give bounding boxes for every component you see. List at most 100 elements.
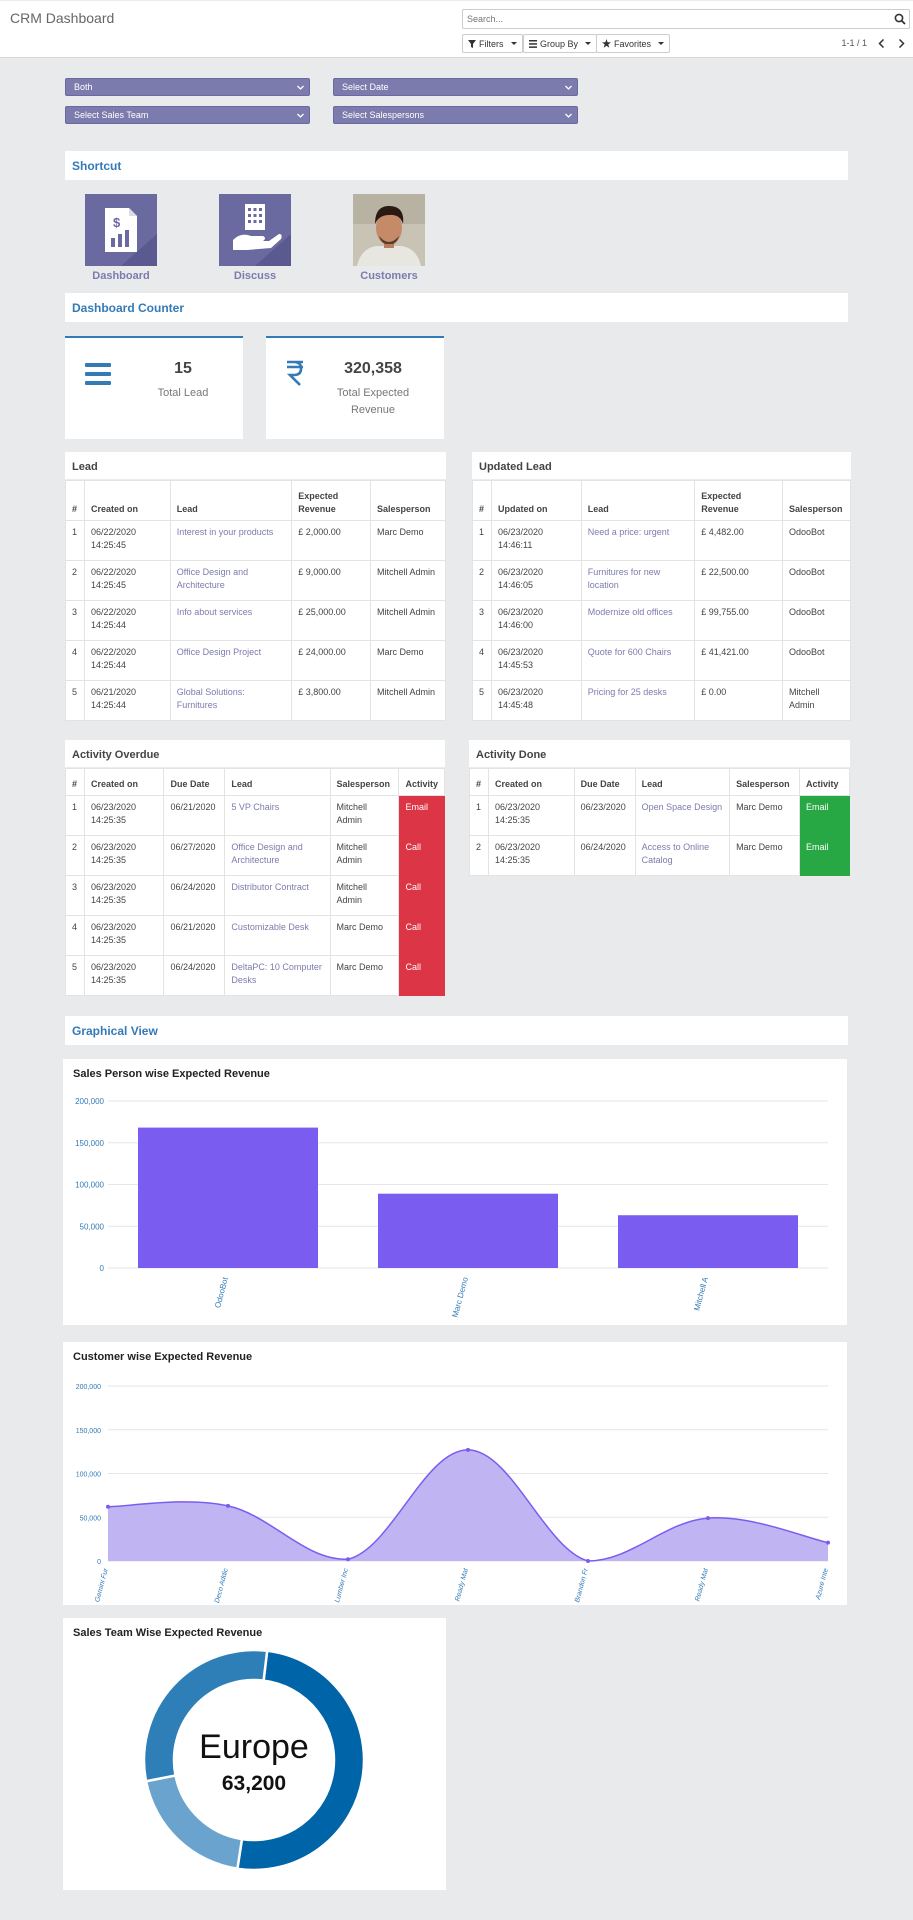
search-icon[interactable] — [894, 13, 906, 25]
salesperson-cell: Marc Demo — [370, 520, 446, 561]
revenue-label-1: Total Expected — [336, 387, 410, 399]
groupby-button[interactable]: Group By — [523, 34, 598, 53]
revenue-cell: £ 0.00 — [694, 680, 783, 721]
due-date-cell: 06/24/2020 — [163, 955, 226, 996]
revenue-cell: £ 25,000.00 — [291, 600, 372, 641]
lead-link[interactable]: Pricing for 25 desks — [580, 680, 696, 721]
search-box[interactable] — [462, 9, 910, 29]
time-text: 14:25:44 — [90, 700, 127, 710]
y-tick-label: 150,000 — [76, 1428, 101, 1435]
lead-link[interactable]: Customizable Desk — [224, 915, 331, 956]
type-select-value: Both — [74, 82, 93, 92]
table-row[interactable]: 3 06/23/2020 14:25:35 06/24/2020 Distribu… — [65, 875, 445, 916]
date-text: 06/23/2020 — [90, 802, 137, 812]
lead-link[interactable]: Office Design and Architecture — [224, 835, 331, 876]
pager-next-button[interactable] — [894, 35, 908, 51]
lead-link[interactable]: 5 VP Chairs — [224, 795, 331, 836]
shortcut-discuss[interactable]: Discuss — [219, 194, 291, 282]
salesperson-cell: Mitchell Admin — [370, 600, 446, 641]
bar — [378, 1193, 558, 1268]
salesperson-select[interactable]: Select Salespersons — [333, 106, 578, 124]
time-text: 14:25:35 — [494, 815, 531, 825]
table-row[interactable]: 1 06/22/2020 14:25:45 Interest in your pr… — [65, 520, 446, 561]
activity-badge: Email — [799, 835, 850, 876]
search-input[interactable] — [463, 10, 883, 28]
table-row[interactable]: 5 06/21/2020 14:25:44 Global Solutions: F… — [65, 680, 446, 721]
pager-previous-button[interactable] — [874, 35, 888, 51]
table-row[interactable]: 2 06/22/2020 14:25:45 Office Design and A… — [65, 560, 446, 601]
date-select[interactable]: Select Date — [333, 78, 578, 96]
chevron-down-icon — [565, 113, 572, 118]
lead-link[interactable]: Office Design and Architecture — [169, 560, 293, 601]
caret-down-icon — [585, 42, 592, 45]
lead-link[interactable]: Interest in your products — [169, 520, 293, 561]
time-text: 14:25:44 — [90, 660, 127, 670]
table-row[interactable]: 1 06/23/2020 14:25:35 06/23/2020 Open Spa… — [469, 795, 850, 836]
table-row[interactable]: 5 06/23/2020 14:45:48 Pricing for 25 desk… — [472, 680, 852, 721]
rupee-icon — [286, 360, 303, 386]
col-header: Lead — [580, 480, 696, 521]
lead-link[interactable]: Access to Online Catalog — [634, 835, 731, 876]
pager-value[interactable]: 1-1 / 1 — [841, 38, 867, 48]
shortcut-discuss-label: Discuss — [233, 270, 277, 282]
row-index: 2 — [472, 560, 492, 601]
shortcut-customers-label: Customers — [360, 270, 418, 282]
salesperson-revenue-chart: Sales Person wise Expected Revenue 200,0… — [63, 1059, 847, 1325]
table-row[interactable]: 5 06/23/2020 14:25:35 06/24/2020 DeltaPC:… — [65, 955, 445, 996]
lead-link[interactable]: Distributor Contract — [224, 875, 331, 916]
lead-link[interactable]: Global Solutions: Furnitures — [169, 680, 293, 721]
table-row[interactable]: 4 06/23/2020 14:45:53 Quote for 600 Chair… — [472, 640, 852, 681]
lead-link[interactable]: Modernize old offices — [580, 600, 696, 641]
type-select[interactable]: Both — [65, 78, 310, 96]
x-tick-label: Brandon Fr — [574, 1567, 590, 1603]
created-on-cell: 06/23/2020 14:25:35 — [83, 795, 165, 836]
table-row[interactable]: 1 06/23/2020 14:25:35 06/21/2020 5 VP Cha… — [65, 795, 445, 836]
salesperson-cell: Mitchell Admin — [329, 875, 400, 916]
lead-link[interactable]: Info about services — [169, 600, 293, 641]
lead-link[interactable]: Office Design Project — [169, 640, 293, 681]
table-row[interactable]: 3 06/22/2020 14:25:44 Info about services… — [65, 600, 446, 641]
revenue-cell: £ 3,800.00 — [291, 680, 372, 721]
table-row[interactable]: 2 06/23/2020 14:25:35 06/27/2020 Office D… — [65, 835, 445, 876]
x-tick-label: Deco Addic — [214, 1567, 230, 1604]
lead-link[interactable]: Quote for 600 Chairs — [580, 640, 696, 681]
star-icon — [602, 39, 611, 48]
lead-link[interactable]: Open Space Design — [634, 795, 731, 836]
x-tick-label: Gemini Fur — [94, 1567, 110, 1603]
lead-link[interactable]: Furnitures for new location — [580, 560, 696, 601]
table-row[interactable]: 2 06/23/2020 14:25:35 06/24/2020 Access t… — [469, 835, 850, 876]
donut-slice — [235, 1649, 366, 1872]
favorites-button[interactable]: Favorites — [596, 34, 671, 53]
y-tick-label: 100,000 — [75, 1181, 104, 1190]
row-index: 2 — [469, 835, 489, 876]
chevron-down-icon — [565, 85, 572, 90]
date-text: 06/23/2020 — [90, 882, 137, 892]
col-header: # — [469, 768, 489, 796]
col-header: Due Date — [573, 768, 636, 796]
lead-panel: Lead # Created on Lead Expected Revenue … — [65, 452, 446, 721]
shortcut-customers[interactable]: Customers — [353, 194, 425, 282]
sales-team-select[interactable]: Select Sales Team — [65, 106, 310, 124]
revenue-cell: £ 2,000.00 — [291, 520, 372, 561]
lead-link[interactable]: Need a price: urgent — [580, 520, 696, 561]
y-tick-label: 0 — [100, 1264, 105, 1273]
total-lead-counter[interactable]: 15 Total Lead — [65, 336, 243, 439]
table-row[interactable]: 4 06/22/2020 14:25:44 Office Design Proje… — [65, 640, 446, 681]
salesperson-cell: Marc Demo — [329, 955, 400, 996]
table-row[interactable]: 3 06/23/2020 14:46:00 Modernize old offic… — [472, 600, 852, 641]
bars-icon — [85, 363, 111, 385]
revenue-counter[interactable]: 320,358 Total Expected Revenue — [266, 336, 444, 439]
date-select-value: Select Date — [342, 82, 389, 92]
lead-link[interactable]: DeltaPC: 10 Computer Desks — [224, 955, 331, 996]
revenue-cell: £ 9,000.00 — [291, 560, 372, 601]
table-row[interactable]: 4 06/23/2020 14:25:35 06/21/2020 Customiz… — [65, 915, 445, 956]
created-on-cell: 06/23/2020 14:25:35 — [487, 835, 575, 876]
table-row[interactable]: 2 06/23/2020 14:46:05 Furnitures for new … — [472, 560, 852, 601]
time-text: 14:46:00 — [497, 620, 534, 630]
table-row[interactable]: 1 06/23/2020 14:46:11 Need a price: urgen… — [472, 520, 852, 561]
shortcut-dashboard[interactable]: $ Dashboard — [85, 194, 157, 282]
time-text: 14:25:35 — [90, 855, 127, 865]
col-header: Salesperson — [329, 768, 400, 796]
activity-overdue-panel: Activity Overdue # Created on Due Date L… — [65, 740, 445, 996]
filters-button[interactable]: Filters — [462, 34, 523, 53]
